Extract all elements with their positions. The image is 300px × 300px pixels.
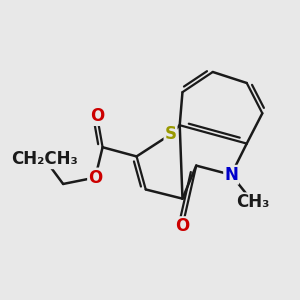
Text: CH₃: CH₃ <box>236 193 270 211</box>
Text: N: N <box>224 166 238 184</box>
Text: O: O <box>90 107 104 125</box>
Text: O: O <box>88 169 102 187</box>
Text: CH₂CH₃: CH₂CH₃ <box>11 150 78 168</box>
Text: O: O <box>175 217 190 235</box>
Text: S: S <box>164 125 176 143</box>
